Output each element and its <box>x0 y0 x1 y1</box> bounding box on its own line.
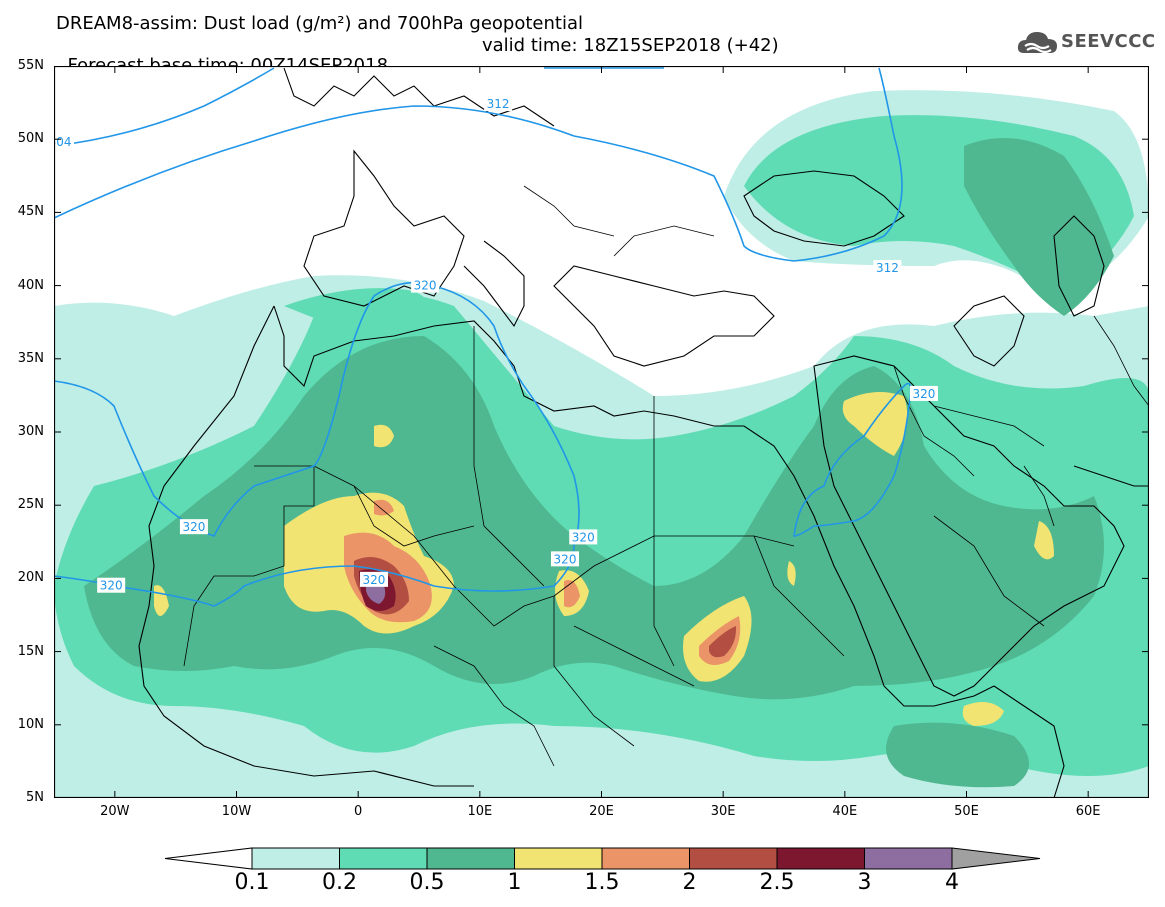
cloud-icon <box>1017 32 1057 54</box>
lat-label: 25N <box>17 497 44 513</box>
lon-label: 10E <box>467 804 493 819</box>
contour-label: 320 <box>912 387 935 401</box>
contour-label-background <box>873 260 902 276</box>
contour-label-background <box>569 529 598 545</box>
lat-label: 20N <box>17 570 44 586</box>
contour-labels: 304 312 312 320 320 320 320 320 320 320 <box>54 96 938 593</box>
colorbar-label: 1.5 <box>584 870 620 895</box>
logo-text: SEEVCCC <box>1061 31 1156 52</box>
lat-label: 35N <box>17 350 44 366</box>
lat-label: 55N <box>17 58 44 73</box>
colorbar-label: 0.1 <box>234 870 270 895</box>
contour-label: 312 <box>487 97 510 111</box>
colorbar-swatch <box>251 847 340 870</box>
contour-label: 304 <box>54 135 72 149</box>
lon-label: 10W <box>221 804 252 819</box>
colorbar-swatch <box>601 847 690 870</box>
contour-label: 320 <box>182 520 205 534</box>
colorbar-label: 3 <box>857 870 872 895</box>
lon-label: 20E <box>589 804 614 819</box>
colorbar-label: 0.2 <box>322 870 357 895</box>
colorbar-under-triangle <box>164 847 253 870</box>
contour-label-background <box>359 571 388 587</box>
lat-label: 50N <box>17 131 44 147</box>
contour-label-background <box>54 134 75 150</box>
colorbar-swatch <box>776 847 865 870</box>
contour-label: 320 <box>554 552 577 566</box>
colorbar-swatch <box>864 847 953 870</box>
colorbar-label: 2.5 <box>759 870 795 895</box>
contour-label-background <box>179 519 208 535</box>
colorbar-label: 1 <box>507 870 522 895</box>
contour-label: 320 <box>414 279 437 293</box>
axis-ticks <box>54 66 1149 798</box>
valid-time: valid time: 18Z15SEP2018 (+42) <box>482 35 779 56</box>
colorbar-swatch <box>426 847 515 870</box>
map-title: DREAM8-assim: Dust load (g/m²) and 700hP… <box>56 13 583 34</box>
lon-label: 20W <box>100 804 130 819</box>
contour-label: 312 <box>876 261 899 275</box>
colorbar-label: 4 <box>945 870 959 895</box>
lat-label: 40N <box>17 277 44 293</box>
colorbar-over-triangle <box>951 847 1041 870</box>
dust-load-map: 304 312 312 320 320 320 320 320 320 320 <box>54 66 1149 798</box>
contour-label-background <box>551 551 579 567</box>
coastlines <box>138 67 1149 798</box>
lat-label: 10N <box>17 716 44 732</box>
contour-label: 320 <box>363 573 386 587</box>
lon-label: 30E <box>710 804 736 819</box>
contour-label: 320 <box>100 579 123 593</box>
seevccc-logo: SEEVCCC <box>1016 27 1156 57</box>
lon-label: 50E <box>954 804 979 819</box>
colorbar-swatch <box>689 847 778 870</box>
colorbar-swatch <box>514 847 603 870</box>
colorbar-swatch <box>339 847 428 870</box>
lat-label: 5N <box>26 790 44 805</box>
contour-label-background <box>97 577 126 593</box>
contour-label: 320 <box>572 530 595 544</box>
map-frame <box>54 66 1149 798</box>
geopotential-contours <box>54 67 912 607</box>
lat-label: 45N <box>17 204 44 220</box>
lon-label: 0 <box>354 804 363 819</box>
contour-label-background <box>909 385 938 401</box>
colorbar-label: 0.5 <box>409 870 445 895</box>
lon-label: 40E <box>832 804 858 819</box>
lat-label: 30N <box>17 424 44 439</box>
country-borders <box>183 185 1149 767</box>
contour-label-background <box>484 96 513 112</box>
lon-label: 60E <box>1075 804 1101 819</box>
contour-label-background <box>411 277 440 293</box>
colorbar-label: 2 <box>682 870 697 895</box>
lat-label: 15N <box>17 643 44 659</box>
